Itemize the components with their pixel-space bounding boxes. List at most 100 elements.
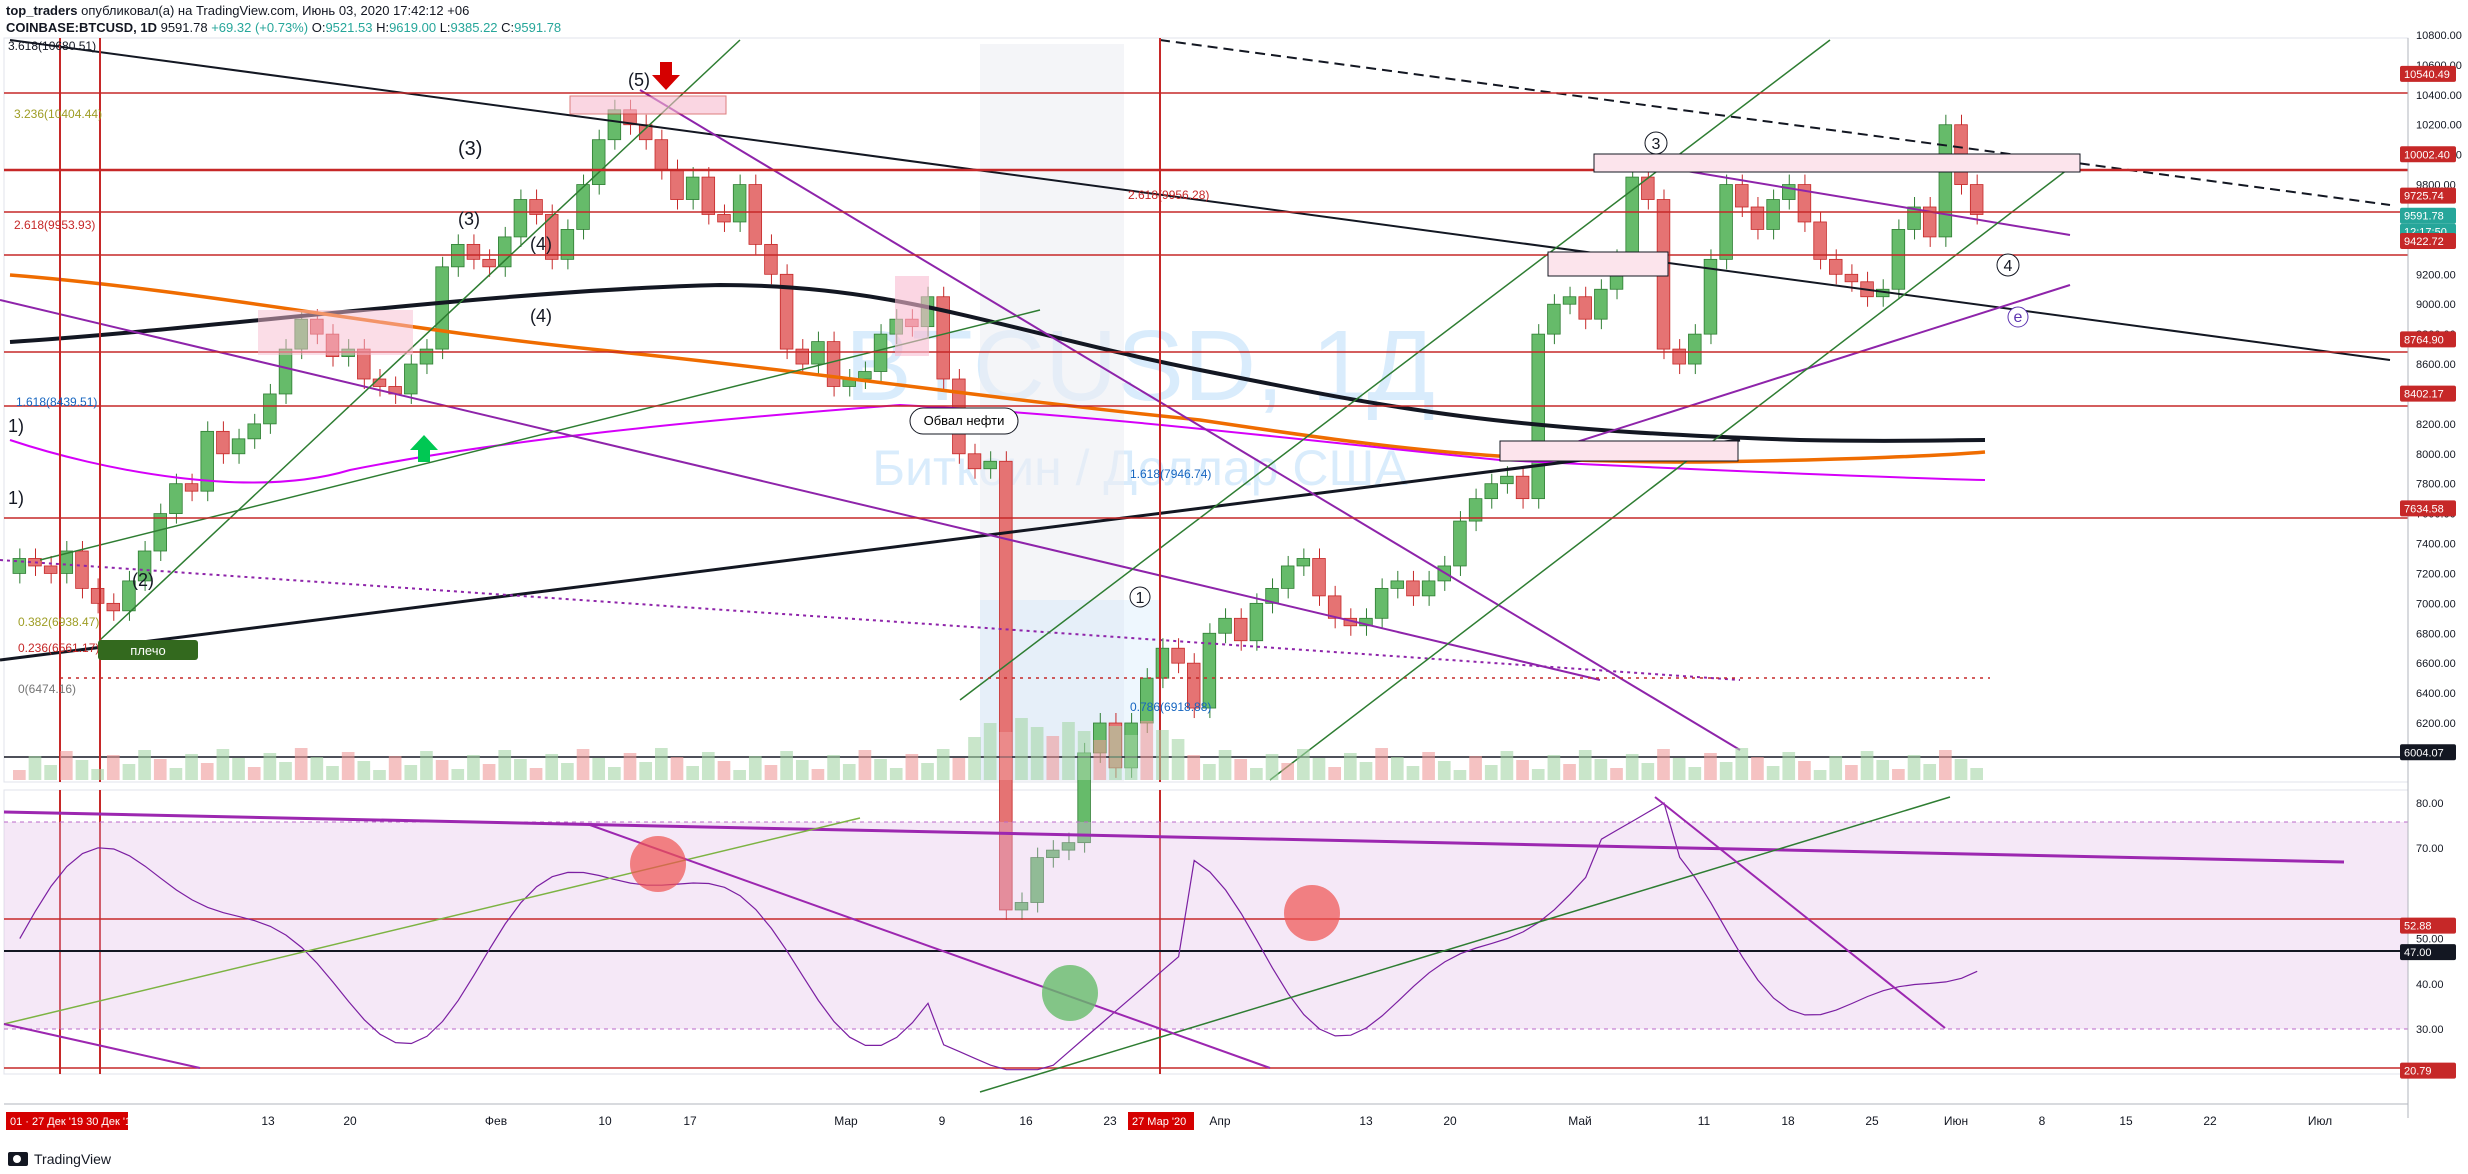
wave-4b-label: (4): [530, 306, 552, 326]
rsi-tick: 40.00: [2416, 979, 2444, 991]
price-tag: 6004.07: [2404, 747, 2444, 759]
price-tick: 6400.00: [2416, 688, 2456, 700]
open-value: 9521.53: [325, 20, 373, 35]
price-tag: 10002.40: [2404, 149, 2450, 161]
price-tick: 6600.00: [2416, 658, 2456, 670]
time-label: Мар: [834, 1114, 858, 1128]
time-label: 9: [939, 1114, 946, 1128]
rsi-tick: 70.00: [2416, 843, 2444, 855]
time-label: 11: [1698, 1114, 1711, 1128]
rsi-tag: 52.88: [2404, 921, 2432, 933]
price-tick: 9000.00: [2416, 299, 2456, 311]
rsi-tag: 20.79: [2404, 1066, 2432, 1078]
price-tag: 8402.17: [2404, 389, 2444, 401]
time-label: 18: [1781, 1114, 1795, 1128]
time-label: 10: [598, 1114, 612, 1128]
low-value: 9385.22: [450, 20, 498, 35]
circle-4-label: 4: [2004, 258, 2013, 275]
fib-2618: 2.618(9953.93): [14, 218, 95, 232]
price-change: +69.32 (+0.73%): [211, 20, 309, 35]
price-tag: 9725.74: [2404, 191, 2444, 203]
time-label: Фев: [485, 1114, 507, 1128]
rsi-tag: 47.00: [2404, 947, 2432, 959]
wave-3b-label: (3): [458, 209, 480, 229]
time-label: 25: [1865, 1114, 1879, 1128]
chart-header: top_traders опубликовал(а) на TradingVie…: [6, 2, 1806, 38]
time-label: 15: [2119, 1114, 2133, 1128]
fib-1618: 1.618(8439.51): [16, 395, 97, 409]
wave-3-label: (3): [458, 138, 482, 160]
price-tick: 9200.00: [2416, 269, 2456, 281]
fib-1618b: 1.618(7946.74): [1130, 467, 1211, 481]
price-tick: 7800.00: [2416, 479, 2456, 491]
author-name[interactable]: top_traders: [6, 3, 78, 18]
rsi-axis[interactable]: 80.00 70.00 50.00 40.00 30.00: [2416, 798, 2444, 1036]
rsi-tags: 52.88 47.00 20.79: [2400, 917, 2456, 1079]
symbol-label[interactable]: COINBASE:BTCUSD, 1D: [6, 20, 157, 35]
publish-info: опубликовал(а) на TradingView.com, Июнь …: [81, 3, 470, 18]
time-label: 13: [1359, 1114, 1373, 1128]
wave-1b-label: 1): [8, 488, 24, 508]
rsi-signal-green: [1042, 965, 1098, 1021]
price-tag: 7634.58: [2404, 503, 2444, 515]
time-label: 22: [2203, 1114, 2217, 1128]
time-label: 20: [343, 1114, 357, 1128]
rsi-tick: 30.00: [2416, 1024, 2444, 1036]
footer-brand[interactable]: TradingView: [34, 1151, 112, 1167]
time-label: Апр: [1209, 1114, 1231, 1128]
time-label: Май: [1568, 1114, 1592, 1128]
price-tag: 10540.49: [2404, 69, 2450, 81]
time-label: 20: [1443, 1114, 1457, 1128]
time-label: 23: [1103, 1114, 1117, 1128]
price-tag: 9591.78: [2404, 211, 2444, 223]
price-tick: 8600.00: [2416, 359, 2456, 371]
rsi-line: [19, 802, 1978, 1071]
volume-series: [13, 718, 1983, 780]
rsi-signal-red-1: [630, 836, 686, 892]
rsi-tick: 80.00: [2416, 798, 2444, 810]
high-label: H:: [376, 20, 390, 35]
wave-5-label: (5): [628, 70, 650, 90]
low-label: L:: [439, 20, 451, 35]
price-tick: 6800.00: [2416, 628, 2456, 640]
price-tag: 9422.72: [2404, 236, 2444, 248]
tradingview-logo-icon: [8, 1152, 28, 1166]
time-label: 13: [261, 1114, 275, 1128]
time-axis[interactable]: 13 20 Фев 10 17 Мар 9 16 23 Апр 13 20 Май 11 18 25 Июн 8 1…: [261, 1114, 2332, 1128]
rsi-signal-red-2: [1284, 885, 1340, 941]
close-value: 9591.78: [514, 20, 562, 35]
price-tags: 10540.4910002.409725.749591.7812:17:5094…: [2400, 65, 2456, 761]
fib-0786: 0.786(6918.88): [1130, 700, 1211, 714]
footer: TradingView: [8, 1148, 111, 1170]
oil-crash-callout: Обвал нефти: [924, 413, 1005, 428]
price-tick: 7200.00: [2416, 568, 2456, 580]
plecho-label: плечо: [130, 643, 165, 658]
time-label: Июл: [2308, 1114, 2332, 1128]
time-tag-mid: 27 Мар '20: [1132, 1116, 1186, 1128]
time-label: Июн: [1944, 1114, 1968, 1128]
fib-0382: 0.382(6938.47): [18, 615, 99, 629]
price-tick: 8000.00: [2416, 449, 2456, 461]
fib-2618b: 2.618(9956.28): [1128, 188, 1209, 202]
time-label: 16: [1019, 1114, 1033, 1128]
wave-1-label: 1): [8, 416, 24, 436]
time-label: 17: [683, 1114, 697, 1128]
open-label: O:: [311, 20, 326, 35]
price-tick: 10800.00: [2416, 30, 2462, 42]
price-tick: 6200.00: [2416, 718, 2456, 730]
wave-2-label: (2): [132, 570, 154, 590]
price-tick: 10400.00: [2416, 90, 2462, 102]
fib-3618: 3.618(10680.51): [8, 39, 96, 53]
circle-1-label: 1: [1136, 590, 1145, 607]
price-tag: 8764.90: [2404, 334, 2444, 346]
time-tag-left: 01 · 27 Дек '19 30 Дек '19: [10, 1116, 137, 1128]
circle-e-label: e: [2014, 309, 2023, 326]
price-tick: 8200.00: [2416, 419, 2456, 431]
rsi-tick: 50.00: [2416, 934, 2444, 946]
ma-magenta: [9, 403, 1986, 484]
price-tick: 10200.00: [2416, 120, 2462, 132]
high-value: 9619.00: [389, 20, 437, 35]
fib-0: 0(6474.16): [18, 682, 76, 696]
close-label: C:: [501, 20, 515, 35]
